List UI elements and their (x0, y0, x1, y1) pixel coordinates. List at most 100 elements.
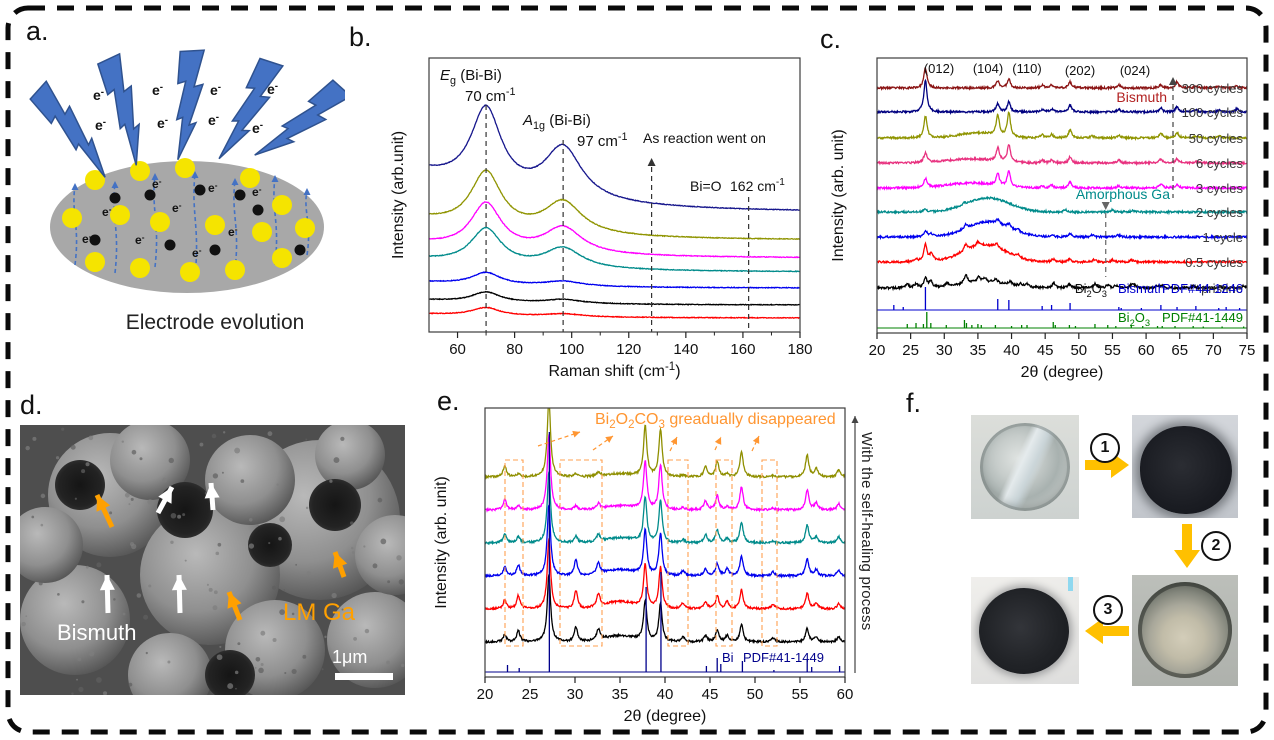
step1-arrow-icon (1085, 452, 1129, 478)
panel-label-e: e. (437, 386, 460, 416)
svg-text:Bi2O3: Bi2O3 (1118, 310, 1150, 328)
xrd-healing-series-group (485, 408, 845, 673)
series-h4 (485, 471, 845, 546)
svg-text:2θ (degree): 2θ (degree) (1021, 364, 1104, 381)
series-h5 (485, 434, 845, 513)
svg-text:PDF#41-1449: PDF#41-1449 (1162, 310, 1243, 325)
xrd-cycles-series-group (877, 67, 1247, 329)
svg-text:e-: e- (208, 112, 219, 128)
svg-text:20: 20 (869, 342, 886, 359)
svg-text:40: 40 (1003, 342, 1020, 359)
svg-text:e-: e- (172, 200, 182, 215)
svg-text:e-: e- (208, 180, 218, 195)
svg-text:70: 70 (1205, 342, 1222, 359)
svg-text:30: 30 (936, 342, 953, 359)
svg-text:40: 40 (657, 686, 674, 703)
xrd-healing-chart: 20 25 30 35 40 45 50 55 60 2θ (degree) Intensity (… (433, 407, 859, 725)
svg-text:Intensity (arb. unit): Intensity (arb. unit) (433, 476, 450, 609)
svg-text:45: 45 (702, 686, 719, 703)
panel-label-b: b. (349, 22, 372, 52)
svg-text:PDF#44-1246: PDF#44-1246 (1162, 281, 1243, 296)
panel-label-f: f. (906, 388, 922, 418)
svg-text:65: 65 (1171, 342, 1188, 359)
svg-text:Eg (Bi-Bi): Eg (Bi-Bi) (440, 67, 502, 87)
black-electrode-disc (1140, 426, 1232, 514)
svg-text:100 cycles: 100 cycles (1182, 105, 1244, 120)
svg-text:2θ (degree): 2θ (degree) (624, 708, 707, 725)
svg-text:162 cm-1: 162 cm-1 (730, 177, 785, 194)
lightning-bolt-icon (254, 79, 345, 156)
series-3 cycles (877, 170, 1247, 192)
svg-text:(012): (012) (924, 61, 954, 76)
photo-cycled-electrode (1132, 575, 1238, 686)
series-h1 (485, 574, 845, 645)
svg-text:Bismuth: Bismuth (1118, 281, 1165, 296)
svg-text:A1g (Bi-Bi): A1g (Bi-Bi) (522, 112, 591, 132)
svg-text:e-: e- (252, 120, 263, 136)
svg-text:3 cycles: 3 cycles (1196, 181, 1243, 196)
lightning-bolt-icon (175, 49, 206, 161)
svg-text:Bi2O2CO3 greadually disappeare: Bi2O2CO3 greadually disappeared (595, 411, 836, 431)
series-0.5 cycles (877, 239, 1247, 265)
lightning-bolt-icon (218, 57, 285, 160)
svg-text:97 cm-1: 97 cm-1 (577, 131, 627, 150)
panel-label-d: d. (20, 390, 43, 420)
svg-text:80: 80 (506, 341, 523, 358)
svg-text:Bi: Bi (722, 650, 734, 665)
series-h3 (485, 504, 845, 580)
svg-text:e-: e- (210, 82, 221, 98)
photo-pristine-electrode (971, 415, 1079, 519)
svg-text:25: 25 (902, 342, 919, 359)
scalebar-label: 1μm (332, 647, 367, 667)
svg-text:35: 35 (612, 686, 629, 703)
step3-arrow-icon (1085, 618, 1129, 644)
svg-text:(110): (110) (1012, 61, 1041, 76)
svg-text:100: 100 (559, 341, 584, 358)
svg-text:2 cycles: 2 cycles (1196, 205, 1243, 220)
series-h2 (485, 538, 845, 612)
svg-text:75: 75 (1239, 342, 1256, 359)
lightning-bolt-icon (96, 52, 141, 166)
xrd-cycles-chart: 300 cycles 100 cycles 50 cycles 6 cycles 3 c… (830, 57, 1256, 381)
svg-text:35: 35 (970, 342, 987, 359)
svg-text:70 cm-1: 70 cm-1 (465, 86, 515, 105)
svg-text:(024): (024) (1120, 63, 1150, 78)
svg-text:e-: e- (252, 184, 262, 199)
series-50 cycles (877, 111, 1247, 142)
svg-text:e-: e- (135, 232, 145, 247)
series-t5 (429, 271, 800, 289)
svg-text:50: 50 (747, 686, 764, 703)
svg-text:120: 120 (616, 341, 641, 358)
series-2 cycles (877, 195, 1247, 216)
svg-text:140: 140 (673, 341, 698, 358)
series-1 cycle (877, 217, 1247, 241)
raman-spectra-chart: 60 80 100 120 140 160 180 Raman shift (cm-1) Int… (390, 57, 813, 380)
step2-arrow-icon (1174, 524, 1200, 568)
step2-number: 2 (1201, 531, 1231, 561)
svg-text:Amorphous Ga: Amorphous Ga (1076, 186, 1170, 202)
svg-text:Raman shift (cm-1): Raman shift (cm-1) (548, 361, 680, 380)
series-t3 (429, 201, 800, 259)
series-6 cycles (877, 144, 1247, 167)
electrode-evolution-schematic: e-e-e-e-e-e-e-e-e-e-e-e-e-e-e-e-e- Electr… (29, 49, 345, 334)
svg-text:30: 30 (567, 686, 584, 703)
svg-text:6 cycles: 6 cycles (1196, 156, 1243, 171)
panel-label-a: a. (26, 16, 49, 46)
series-t4 (429, 226, 800, 273)
svg-text:(104): (104) (973, 61, 1003, 76)
step3-number: 3 (1093, 595, 1123, 625)
silver-electrode-disc (980, 423, 1070, 511)
svg-text:1 cycle: 1 cycle (1203, 230, 1243, 245)
photo-healed-electrode (971, 577, 1079, 684)
svg-text:pristine: pristine (1201, 281, 1243, 296)
series-t6 (429, 290, 800, 306)
svg-text:Bi=O: Bi=O (690, 178, 722, 194)
series-t1 (429, 104, 800, 211)
svg-text:55: 55 (792, 686, 809, 703)
photo-discharged-electrode (1132, 415, 1238, 518)
svg-text:50 cycles: 50 cycles (1189, 131, 1244, 146)
svg-text:PDF#41-1449: PDF#41-1449 (743, 650, 824, 665)
tarnished-electrode-disc (1138, 582, 1232, 678)
svg-text:Intensity (arb.unit): Intensity (arb.unit) (390, 131, 407, 259)
